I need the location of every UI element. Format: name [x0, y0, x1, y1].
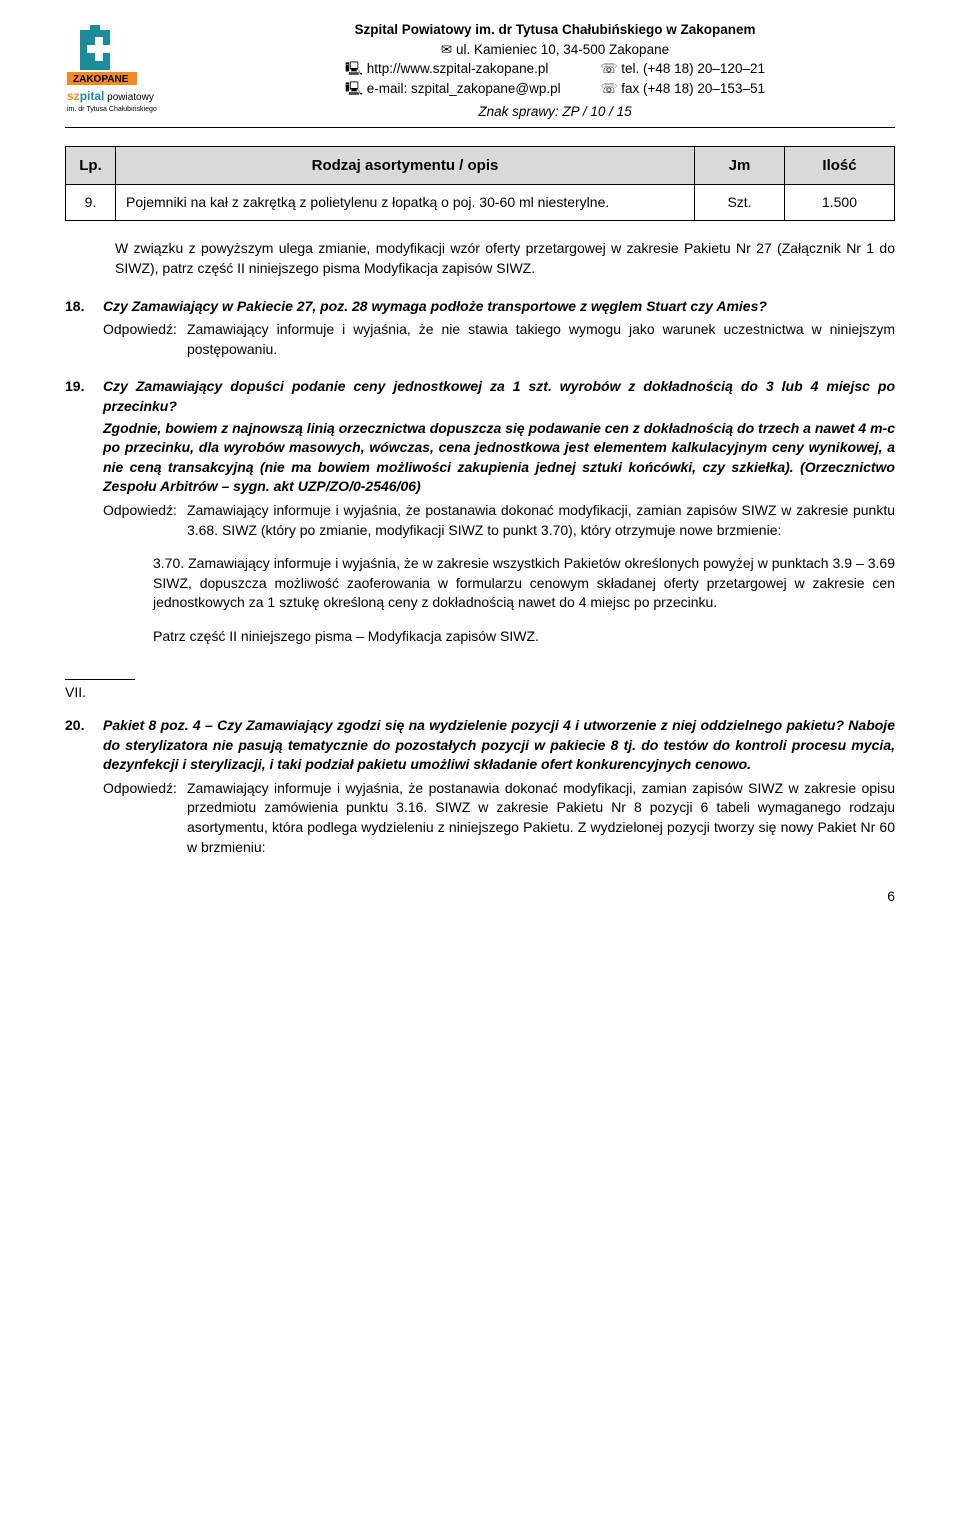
q19-sub370: 3.70. Zamawiający informuje i wyjaśnia, …	[153, 554, 895, 613]
q20-odp-text: Zamawiający informuje i wyjaśnia, że pos…	[187, 779, 895, 857]
cell-jm: Szt.	[695, 184, 785, 221]
question-19: 19. Czy Zamawiający dopuści podanie ceny…	[65, 377, 895, 660]
q18-odp-text: Zamawiający informuje i wyjaśnia, że nie…	[187, 320, 895, 359]
cell-ilosc: 1.500	[785, 184, 895, 221]
table-header-row: Lp. Rodzaj asortymentu / opis Jm Ilość	[66, 146, 895, 184]
q19-odp-label: Odpowiedź:	[103, 501, 177, 540]
hospital-name: Szpital Powiatowy im. dr Tytusa Chałubiń…	[215, 20, 895, 40]
hospital-logo: ZAKOPANE szpital powiatowy im. dr Tytusa…	[65, 20, 200, 115]
q19-question-a: Czy Zamawiający dopuści podanie ceny jed…	[103, 378, 895, 414]
logo-zakopane: ZAKOPANE	[73, 74, 129, 85]
q20-question: Pakiet 8 poz. 4 – Czy Zamawiający zgodzi…	[103, 717, 895, 772]
svg-text:szpital powiatowy: szpital powiatowy	[67, 89, 154, 103]
q18-odp-label: Odpowiedź:	[103, 320, 177, 359]
q19-num: 19.	[65, 377, 93, 660]
letterhead: ZAKOPANE szpital powiatowy im. dr Tytusa…	[65, 20, 895, 122]
section-vii: VII.	[65, 683, 895, 703]
q19-odp-text: Zamawiający informuje i wyjaśnia, że pos…	[187, 501, 895, 540]
cell-opis: Pojemniki na kał z zakrętką z polietylen…	[116, 184, 695, 221]
question-20: 20. Pakiet 8 poz. 4 – Czy Zamawiający zg…	[65, 716, 895, 857]
q18-question: Czy Zamawiający w Pakiecie 27, poz. 28 w…	[103, 298, 767, 314]
q20-odp-label: Odpowiedź:	[103, 779, 177, 857]
q19-patrz: Patrz część II niniejszego pisma – Modyf…	[153, 627, 895, 647]
cell-lp: 9.	[66, 184, 116, 221]
header-text: Szpital Powiatowy im. dr Tytusa Chałubiń…	[215, 20, 895, 122]
header-divider	[65, 127, 895, 128]
table-row: 9. Pojemniki na kał z zakrętką z poliety…	[66, 184, 895, 221]
svg-text:im. dr Tytusa Chałubińskiego: im. dr Tytusa Chałubińskiego	[67, 106, 157, 113]
col-ilosc-header: Ilość	[785, 146, 895, 184]
col-lp-header: Lp.	[66, 146, 116, 184]
assortment-table: Lp. Rodzaj asortymentu / opis Jm Ilość 9…	[65, 146, 895, 222]
header-right-col: ☏ tel. (+48 18) 20–120–21 ☏ fax (+48 18)…	[601, 59, 765, 98]
paragraph-after-table: W związku z powyższym ulega zmianie, mod…	[115, 239, 895, 278]
q18-num: 18.	[65, 297, 93, 360]
hospital-address: ✉ ul. Kamieniec 10, 34-500 Zakopane	[215, 40, 895, 60]
header-left-col: 🖳 http://www.szpital-zakopane.pl 🖳 e-mai…	[345, 59, 561, 98]
question-18: 18. Czy Zamawiający w Pakiecie 27, poz. …	[65, 297, 895, 360]
section-divider-short	[65, 679, 135, 680]
col-opis-header: Rodzaj asortymentu / opis	[116, 146, 695, 184]
page-number: 6	[65, 887, 895, 907]
col-jm-header: Jm	[695, 146, 785, 184]
case-reference: Znak sprawy: ZP / 10 / 15	[215, 102, 895, 122]
q20-num: 20.	[65, 716, 93, 857]
q19-question-b: Zgodnie, bowiem z najnowszą linią orzecz…	[103, 419, 895, 497]
